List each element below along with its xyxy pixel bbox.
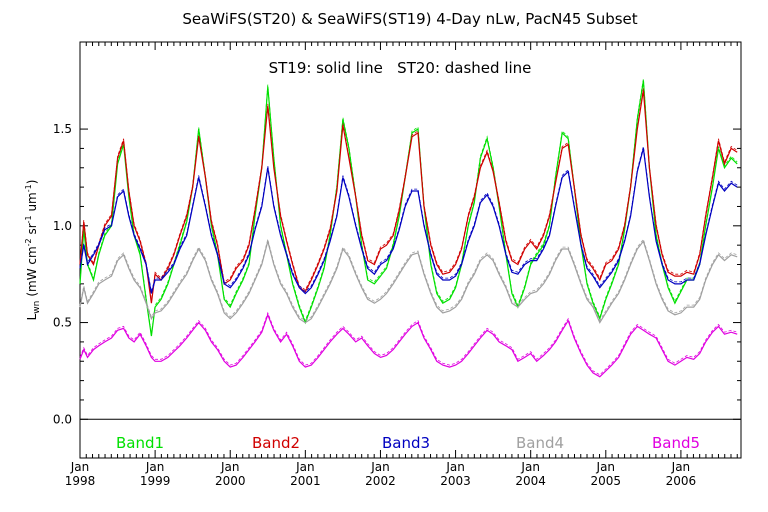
series-line-dashed-band5	[79, 311, 738, 376]
x-tick-month-label: Jan	[445, 460, 465, 474]
x-tick-year-label: 2004	[515, 474, 546, 488]
series-lines	[79, 78, 738, 378]
chart-subtitle: ST19: solid line ST20: dashed line	[269, 59, 532, 77]
legend-entry-band3: Band3	[382, 434, 430, 452]
x-tick-year-label: 1998	[65, 474, 96, 488]
x-axis: Jan1998Jan1999Jan2000Jan2001Jan2002Jan20…	[65, 42, 738, 488]
ylabel-mid2: um	[25, 192, 39, 215]
legend-entry-band2: Band2	[252, 434, 300, 452]
legend-entry-band1: Band1	[116, 434, 164, 452]
series-line-band2	[79, 90, 738, 304]
series-line-dashed-band2	[79, 88, 738, 302]
x-tick-year-label: 2000	[215, 474, 246, 488]
y-tick-label: 0.5	[53, 316, 72, 330]
ylabel-exp1: -2	[24, 238, 33, 246]
ylabel-units: (mW cm	[25, 246, 39, 296]
x-tick-year-label: 2005	[591, 474, 622, 488]
x-tick-month-label: Jan	[70, 460, 90, 474]
x-tick-month-label: Jan	[596, 460, 616, 474]
x-tick-year-label: 1999	[140, 474, 171, 488]
x-tick-year-label: 2001	[290, 474, 321, 488]
series-line-band3	[79, 148, 738, 295]
ylabel-main: L	[25, 313, 39, 320]
chart-title: SeaWiFS(ST20) & SeaWiFS(ST19) 4-Day nLw,…	[182, 10, 637, 28]
plot-frame	[79, 41, 742, 459]
legend-entry-band5: Band5	[652, 434, 700, 452]
x-tick-month-label: Jan	[370, 460, 390, 474]
x-tick-month-label: Jan	[145, 460, 165, 474]
x-tick-year-label: 2003	[440, 474, 471, 488]
ylabel-sub: wn	[32, 301, 42, 314]
ylabel-mid: sr	[25, 223, 39, 238]
y-tick-label: 1.5	[53, 122, 72, 136]
y-axis: 0.0 0.5 1.0 1.5	[53, 122, 741, 426]
series-line-dashed-band4	[79, 237, 738, 322]
x-tick-year-label: 2006	[666, 474, 697, 488]
y-tick-label: 0.0	[53, 412, 72, 426]
series-line-band5	[79, 313, 738, 378]
legend: Band1 Band2 Band3 Band4 Band5	[116, 434, 700, 452]
x-tick-month-label: Jan	[671, 460, 691, 474]
y-axis-label: Lwn(mW cm-2 sr-1 um-1)	[24, 180, 42, 321]
x-tick-month-label: Jan	[520, 460, 540, 474]
y-tick-label: 1.0	[53, 219, 72, 233]
x-tick-month-label: Jan	[295, 460, 315, 474]
ylabel-end: )	[25, 180, 39, 185]
series-line-band4	[79, 238, 738, 324]
ylabel-exp2: -1	[24, 215, 33, 223]
x-tick-year-label: 2002	[365, 474, 396, 488]
legend-entry-band4: Band4	[516, 434, 564, 452]
ylabel-exp3: -1	[24, 184, 33, 192]
x-tick-month-label: Jan	[220, 460, 240, 474]
plot-area: ST19: solid line ST20: dashed line 0.00.…	[53, 41, 742, 488]
